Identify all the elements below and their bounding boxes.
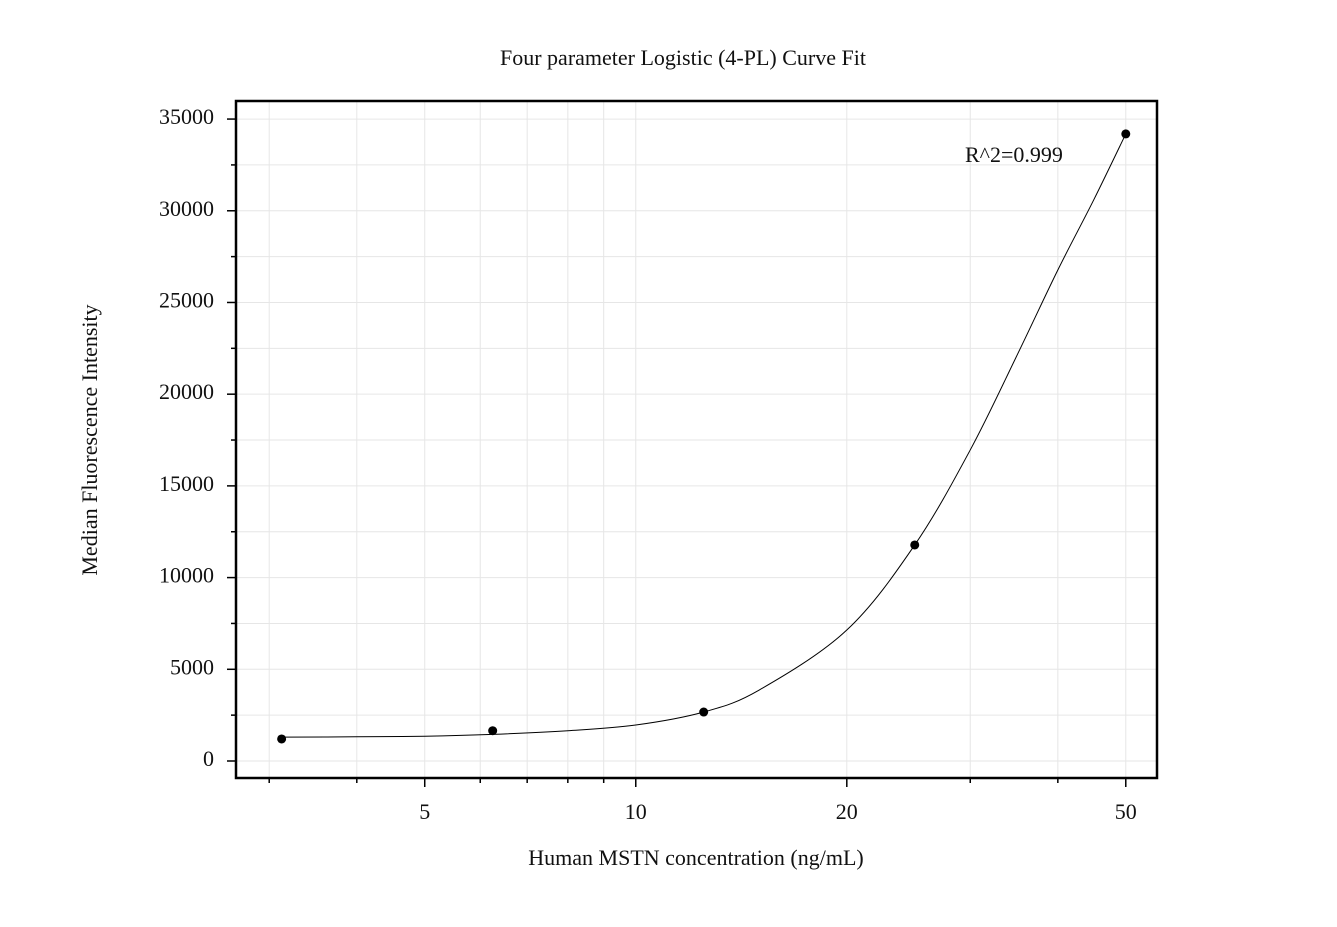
annotation: R^2=0.999 <box>965 142 1063 167</box>
plot-frame <box>234 99 1159 780</box>
fit-curve <box>281 133 1127 738</box>
y-tick-label: 0 <box>203 746 214 771</box>
y-axis-label: Median Fluorescence Intensity <box>77 304 102 575</box>
x-axis-label: Human MSTN concentration (ng/mL) <box>528 845 863 870</box>
y-tick-label: 20000 <box>159 379 214 404</box>
data-point <box>699 707 709 717</box>
y-tick-label: 35000 <box>159 104 214 129</box>
x-tick-label: 50 <box>1115 799 1137 824</box>
y-tick-label: 25000 <box>159 288 214 313</box>
y-tick-label: 15000 <box>159 471 214 496</box>
x-tick-label: 10 <box>625 799 647 824</box>
y-tick-label: 30000 <box>159 196 214 221</box>
data-point <box>1121 129 1131 139</box>
y-tick-label: 5000 <box>170 654 214 679</box>
data-point <box>277 734 287 744</box>
x-tick-label: 5 <box>419 799 430 824</box>
data-point <box>488 726 498 736</box>
x-tick-label: 20 <box>836 799 858 824</box>
chart-title: Four parameter Logistic (4-PL) Curve Fit <box>500 45 866 70</box>
data-point <box>910 540 920 550</box>
y-tick-label: 10000 <box>159 563 214 588</box>
